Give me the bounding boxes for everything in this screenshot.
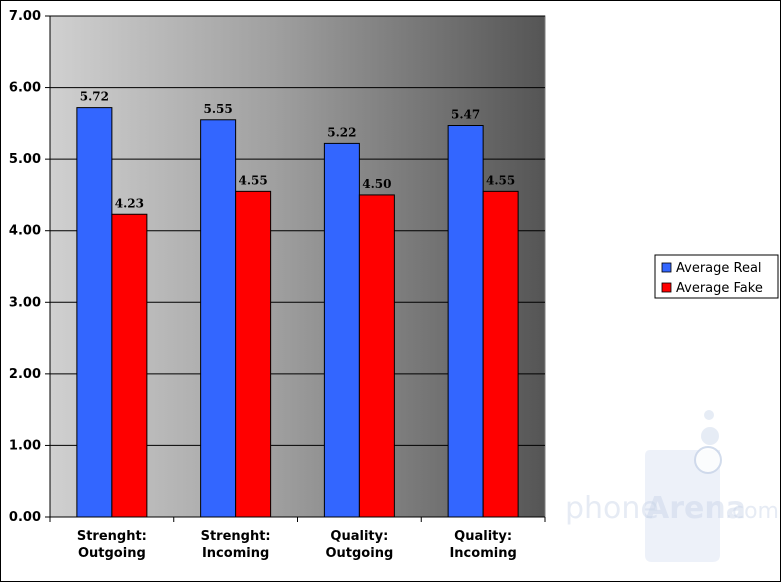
x-tick-label-2-line-1: Outgoing bbox=[325, 546, 393, 561]
x-axis-labels: Strenght: Outgoing Strenght: Incoming Qualit… bbox=[77, 529, 517, 561]
y-tick-label-7: 7.00 bbox=[9, 9, 41, 24]
y-axis-labels: 0.00 1.00 2.00 3.00 4.00 5.00 6.00 7.00 bbox=[9, 9, 41, 525]
bar-average-fake-1 bbox=[235, 190, 272, 518]
legend-swatch-average-fake bbox=[661, 282, 672, 293]
bar-average-fake-3 bbox=[482, 190, 519, 518]
data-label-average-real-0: 5.72 bbox=[80, 90, 109, 104]
bar-average-real-1 bbox=[200, 119, 237, 518]
data-label-average-fake-2: 4.50 bbox=[362, 177, 391, 191]
y-tick-label-1: 1.00 bbox=[9, 438, 41, 453]
bar-average-fake-2 bbox=[358, 194, 395, 518]
x-tick-label-3-line-1: Incoming bbox=[449, 546, 516, 561]
watermark-arena: Arena bbox=[646, 491, 746, 526]
legend-swatch-average-real bbox=[661, 262, 672, 273]
data-label-average-real-2: 5.22 bbox=[327, 125, 356, 139]
x-tick-label-0-line-0: Strenght: bbox=[77, 529, 147, 544]
y-tick-label-0: 0.00 bbox=[9, 510, 41, 525]
legend-box bbox=[654, 254, 779, 299]
x-tick-label-3-line-0: Quality: bbox=[454, 529, 512, 544]
data-label-average-fake-0: 4.23 bbox=[115, 196, 144, 210]
phonearena-watermark: phone Arena .com bbox=[565, 410, 779, 562]
watermark-com: .com bbox=[725, 499, 779, 524]
data-labels: 5.72 4.23 5.55 4.55 5.22 4.50 5.47 4.55 bbox=[80, 90, 515, 211]
y-tick-label-4: 4.00 bbox=[9, 224, 41, 239]
y-tick-label-5: 5.00 bbox=[9, 152, 41, 167]
bar-average-real-2 bbox=[323, 142, 360, 518]
x-tick-label-1-line-0: Strenght: bbox=[201, 529, 271, 544]
x-tick-label-0-line-1: Outgoing bbox=[78, 546, 146, 561]
y-tick-label-2: 2.00 bbox=[9, 367, 41, 382]
bar-average-real-0 bbox=[76, 107, 113, 518]
data-label-average-real-3: 5.47 bbox=[451, 108, 480, 122]
bar-average-fake-0 bbox=[111, 213, 148, 518]
bar-average-real-3 bbox=[447, 125, 484, 518]
y-tick-label-3: 3.00 bbox=[9, 295, 41, 310]
legend-label-average-real: Average Real bbox=[676, 261, 762, 276]
bars bbox=[76, 107, 519, 518]
data-label-average-fake-1: 4.55 bbox=[239, 173, 268, 187]
y-tick-label-6: 6.00 bbox=[9, 81, 41, 96]
legend-label-average-fake: Average Fake bbox=[676, 281, 763, 296]
x-tick-label-1-line-1: Incoming bbox=[202, 546, 269, 561]
data-label-average-fake-3: 4.55 bbox=[486, 173, 515, 187]
legend: Average Real Average Fake bbox=[654, 254, 779, 299]
x-tick-label-2-line-0: Quality: bbox=[330, 529, 388, 544]
watermark-phone: phone bbox=[565, 491, 659, 526]
data-label-average-real-1: 5.55 bbox=[204, 102, 233, 116]
